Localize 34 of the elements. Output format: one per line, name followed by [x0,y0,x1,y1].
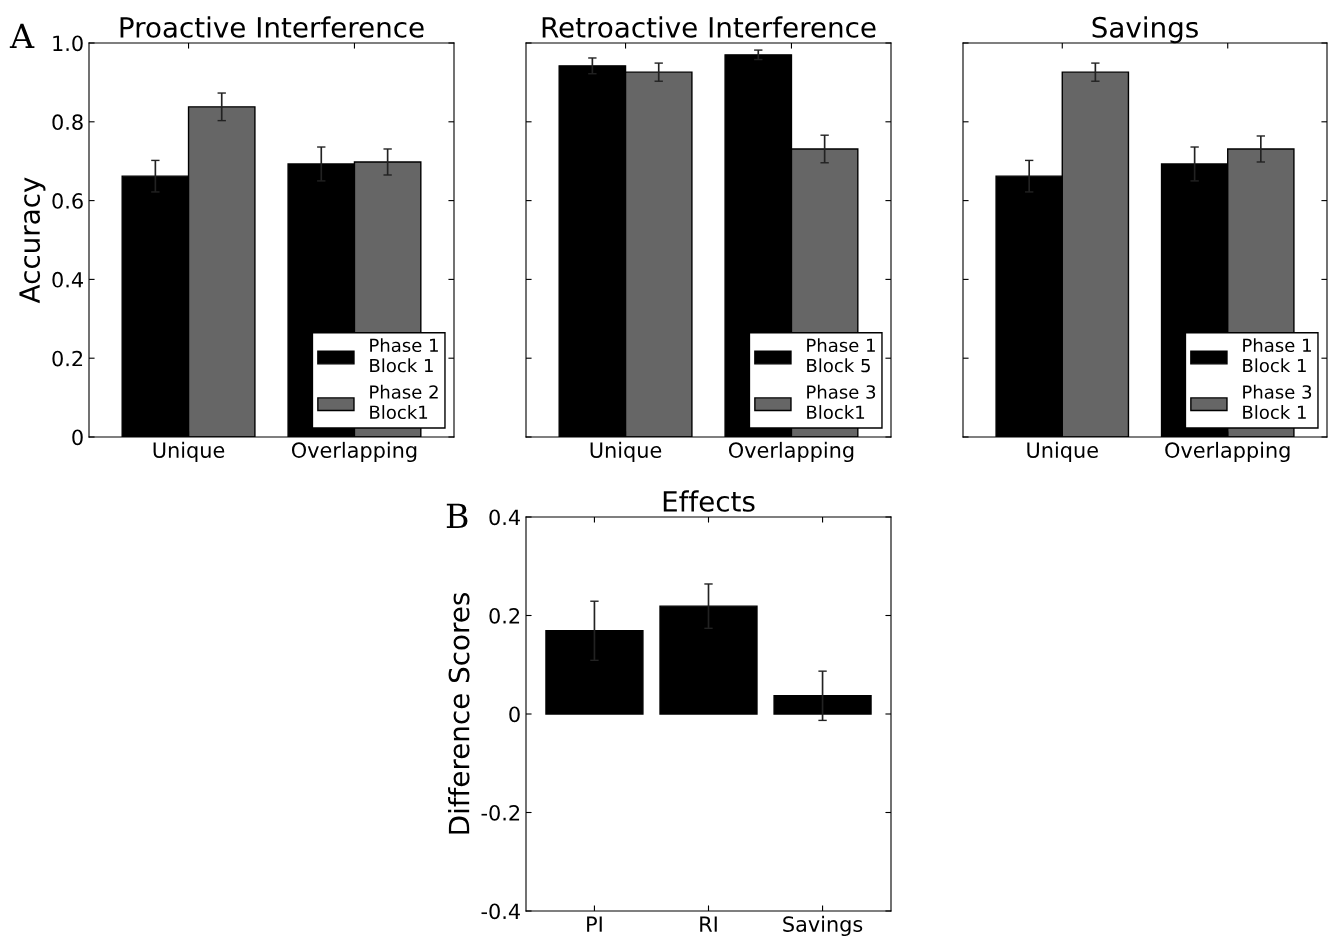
text: B [446,503,468,528]
y-tick-label: 0.8 [52,114,83,131]
y-tick-label: -0.2 [481,804,520,821]
x-tick-label: Unique [153,441,225,463]
x-tick-label: Savings [783,915,863,937]
y-tick-label: 0.2 [52,350,83,367]
legend-label: Phase 3 Block 1 [1243,384,1312,420]
y-tick-label: -0.4 [481,903,520,920]
y-tick-label: 0 [72,429,83,446]
y-tick-label: 0.4 [489,509,520,526]
y-tick-label: 0 [509,706,520,723]
y-tick-label: 0.4 [52,271,83,288]
y-tick-label: 1.0 [53,35,83,52]
y-tick-label: 0.6 [52,193,83,209]
legend-label: Phase 1 Block 1 [370,338,438,373]
legend-label: Phase 1 Block 1 [1243,338,1311,373]
legend-label: Phase 1 Block 5 [807,338,875,373]
legend-label: Phase 2 Block1 [370,384,438,420]
x-tick-label: Overlapping [728,441,854,463]
chart-title: Retroactive Interference [542,16,876,38]
chart-title: Effects [663,490,755,512]
x-tick-label: RI [700,916,717,932]
legend-label: Phase 3 Block1 [807,384,876,420]
x-tick-label: Overlapping [291,441,417,463]
y-axis-title: Difference Scores [448,593,470,834]
chart-title: Proactive Interference [120,16,424,38]
y-tick-label: 0.2 [489,607,520,624]
y-axis-title: Accuracy [19,177,46,304]
x-tick-label: PI [587,916,602,932]
text: A [9,23,35,48]
x-tick-label: Overlapping [1165,441,1290,463]
chart-title: Savings [1092,16,1198,44]
x-tick-label: Unique [590,441,662,463]
x-tick-label: Unique [1027,441,1098,463]
